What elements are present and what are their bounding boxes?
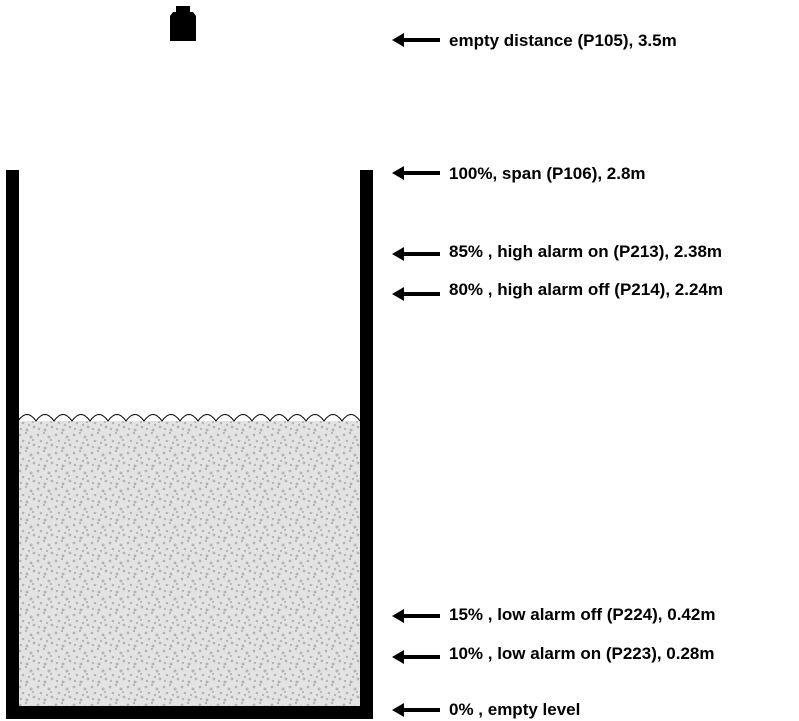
level-marker-span: 100%, span (P106), 2.8m xyxy=(392,164,646,183)
level-label: empty distance (P105), 3.5m xyxy=(449,31,677,50)
left-arrow-icon xyxy=(392,703,440,717)
liquid-surface xyxy=(17,414,361,422)
level-marker-low-alarm-off: 15% , low alarm off (P224), 0.42m xyxy=(392,605,715,624)
level-marker-high-alarm-off: 80% , high alarm off (P214), 2.24m xyxy=(392,280,723,301)
level-label: 15% , low alarm off (P224), 0.42m xyxy=(449,605,715,624)
tank xyxy=(6,170,373,719)
level-marker-high-alarm-on: 85% , high alarm on (P213), 2.38m xyxy=(392,242,722,261)
level-label: 10% , low alarm on (P223), 0.28m xyxy=(449,644,715,663)
level-marker-empty-distance: empty distance (P105), 3.5m xyxy=(392,31,677,50)
level-label: 85% , high alarm on (P213), 2.38m xyxy=(449,242,722,261)
liquid xyxy=(17,414,361,707)
left-arrow-icon xyxy=(392,650,440,664)
level-label: 0% , empty level xyxy=(449,700,580,719)
left-arrow-icon xyxy=(392,247,440,261)
tank-bottom xyxy=(6,706,373,719)
tank-right-wall xyxy=(360,170,373,719)
level-marker-low-alarm-on: 10% , low alarm on (P223), 0.28m xyxy=(392,644,715,664)
ultrasonic-sensor-icon xyxy=(170,6,196,41)
left-arrow-icon xyxy=(392,609,440,623)
tank-left-wall xyxy=(6,170,19,719)
level-marker-empty-level: 0% , empty level xyxy=(392,700,580,719)
left-arrow-icon xyxy=(392,33,440,47)
level-label: 80% , high alarm off (P214), 2.24m xyxy=(449,280,723,299)
left-arrow-icon xyxy=(392,287,440,301)
level-label: 100%, span (P106), 2.8m xyxy=(449,164,646,183)
left-arrow-icon xyxy=(392,166,440,180)
